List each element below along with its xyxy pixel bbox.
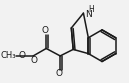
Text: O: O (42, 26, 49, 35)
Text: O: O (56, 69, 63, 78)
Text: CH₃: CH₃ (1, 51, 17, 60)
Text: O: O (31, 56, 38, 65)
Text: H: H (88, 5, 94, 14)
Text: N: N (85, 10, 92, 19)
Text: O: O (19, 51, 26, 60)
